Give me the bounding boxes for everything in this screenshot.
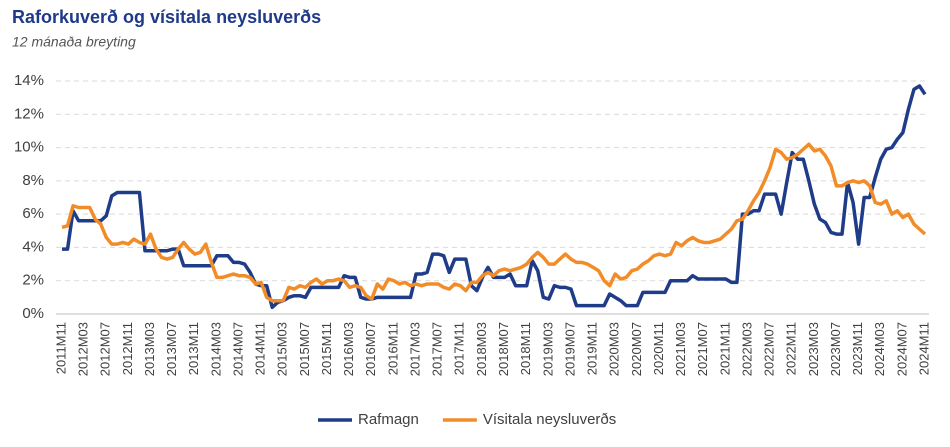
y-tick-label: 12% xyxy=(14,105,44,122)
x-tick-label: 2020M07 xyxy=(629,322,644,376)
x-tick-label: 2018M07 xyxy=(496,322,511,376)
y-tick-label: 6% xyxy=(22,205,44,222)
y-tick-label: 8% xyxy=(22,172,44,189)
series-line xyxy=(61,142,927,303)
x-tick-label: 2016M07 xyxy=(363,322,378,376)
x-tick-label: 2017M11 xyxy=(452,322,467,375)
y-tick-label: 4% xyxy=(22,238,44,255)
x-tick-label: 2021M11 xyxy=(717,322,732,375)
x-tick-label: 2017M07 xyxy=(430,322,445,376)
x-tick-label: 2015M07 xyxy=(297,322,312,376)
x-tick-label: 2020M11 xyxy=(651,322,666,375)
x-tick-label: 2023M03 xyxy=(806,322,821,376)
x-tick-label: 2018M11 xyxy=(518,322,533,375)
y-tick-label: 2% xyxy=(22,272,44,289)
x-tick-label: 2023M11 xyxy=(850,322,865,375)
x-tick-label: 2023M07 xyxy=(828,322,843,376)
x-tick-label: 2021M03 xyxy=(673,322,688,376)
x-tick-label: 2024M07 xyxy=(894,322,909,376)
x-tick-label: 2024M03 xyxy=(872,322,887,376)
x-tick-label: 2015M03 xyxy=(275,322,290,376)
x-tick-label: 2013M07 xyxy=(164,322,179,376)
x-tick-label: 2018M03 xyxy=(474,322,489,376)
x-tick-label: 2013M11 xyxy=(186,322,201,375)
x-tick-label: 2016M03 xyxy=(341,322,356,376)
x-tick-label: 2021M07 xyxy=(695,322,710,376)
x-tick-label: 2015M11 xyxy=(319,322,334,375)
x-tick-label: 2014M07 xyxy=(230,322,245,376)
y-tick-label: 0% xyxy=(22,305,44,322)
legend-label: Vísitala neysluverðs xyxy=(483,411,616,428)
y-tick-label: 10% xyxy=(14,139,44,156)
x-tick-label: 2022M11 xyxy=(784,322,799,375)
x-tick-label: 2019M11 xyxy=(585,322,600,375)
x-tick-label: 2024M11 xyxy=(916,322,931,375)
legend-label: Rafmagn xyxy=(358,411,419,428)
x-tick-label: 2014M03 xyxy=(208,322,223,376)
chart-subtitle: 12 mánaða breyting xyxy=(12,34,136,50)
x-tick-label: 2013M03 xyxy=(142,322,157,376)
chart-title: Raforkuverð og vísitala neysluverðs xyxy=(12,7,321,27)
x-tick-label: 2022M03 xyxy=(739,322,754,376)
x-tick-label: 2022M07 xyxy=(762,322,777,376)
x-tick-label: 2019M03 xyxy=(540,322,555,376)
x-tick-label: 2019M07 xyxy=(562,322,577,376)
y-tick-label: 14% xyxy=(14,72,44,89)
x-tick-label: 2020M03 xyxy=(607,322,622,376)
x-tick-label: 2017M03 xyxy=(407,322,422,376)
x-tick-label: 2012M11 xyxy=(120,322,135,375)
x-tick-label: 2012M03 xyxy=(76,322,91,376)
x-tick-label: 2011M11 xyxy=(53,322,68,374)
x-tick-label: 2012M07 xyxy=(98,322,113,376)
x-tick-label: 2014M11 xyxy=(253,322,268,375)
x-tick-label: 2016M11 xyxy=(385,322,400,375)
